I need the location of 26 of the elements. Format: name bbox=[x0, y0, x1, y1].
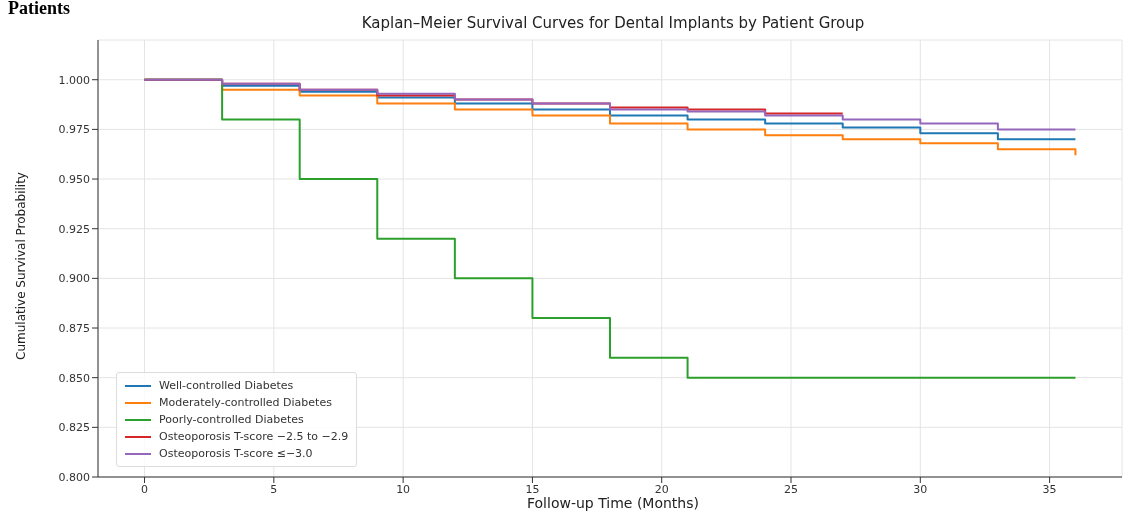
y-tick-label: 1.000 bbox=[58, 73, 90, 87]
y-tick-label: 0.825 bbox=[58, 421, 90, 435]
y-tick-label: 0.925 bbox=[58, 222, 90, 236]
legend-label: Poorly-controlled Diabetes bbox=[159, 413, 304, 426]
x-tick-label: 25 bbox=[784, 482, 799, 496]
legend-label: Osteoporosis T-score ≤−3.0 bbox=[159, 447, 313, 460]
x-tick-label: 20 bbox=[654, 482, 669, 496]
y-tick-label: 0.800 bbox=[58, 470, 90, 484]
x-tick-label: 15 bbox=[525, 482, 540, 496]
x-tick-label: 35 bbox=[1042, 482, 1057, 496]
x-tick-label: 5 bbox=[270, 482, 278, 496]
x-axis-title: Follow-up Time (Months) bbox=[526, 495, 700, 511]
y-tick-label: 0.975 bbox=[58, 123, 90, 137]
y-tick-label: 0.850 bbox=[58, 371, 90, 385]
y-tick-label: 0.950 bbox=[58, 172, 90, 186]
y-axis-title: Cumulative Survival Probability bbox=[14, 172, 28, 360]
legend-label: Well-controlled Diabetes bbox=[159, 379, 294, 392]
y-tick-label: 0.875 bbox=[58, 321, 90, 335]
text: Patients bbox=[8, 0, 70, 19]
x-tick-label: 0 bbox=[141, 482, 149, 496]
x-tick-label: 30 bbox=[913, 482, 928, 496]
legend-label: Moderately-controlled Diabetes bbox=[159, 396, 332, 409]
chart-title: Kaplan–Meier Survival Curves for Dental Implants by Patient Group bbox=[360, 14, 866, 32]
x-tick-label: 10 bbox=[396, 482, 411, 496]
y-tick-label: 0.900 bbox=[58, 272, 90, 286]
legend-label: Osteoporosis T-score −2.5 to −2.9 bbox=[159, 430, 349, 443]
